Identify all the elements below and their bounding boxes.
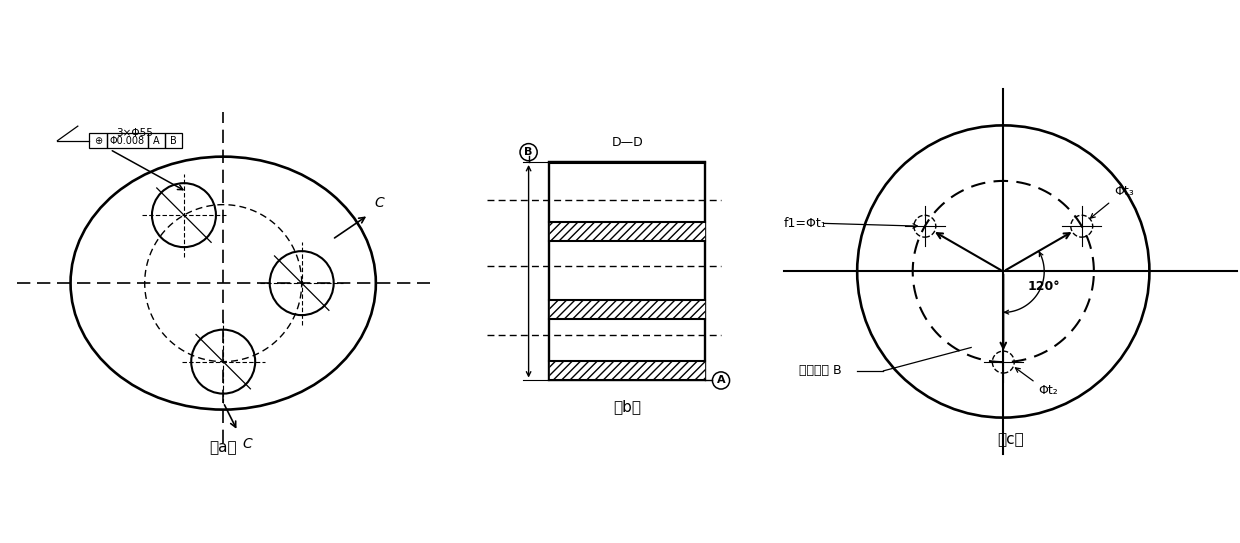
Text: （a）: （a） — [210, 440, 237, 454]
Text: 3×Φ55: 3×Φ55 — [117, 128, 153, 138]
Text: C: C — [242, 437, 252, 451]
Bar — [549, 162, 706, 163]
Text: f1=Φt₁: f1=Φt₁ — [784, 217, 827, 230]
Text: 基准轴线 B: 基准轴线 B — [799, 364, 842, 377]
Bar — [549, 361, 706, 381]
Text: C: C — [374, 197, 384, 211]
Bar — [549, 300, 706, 319]
Text: A: A — [717, 375, 725, 386]
Text: Φ0.008: Φ0.008 — [109, 136, 145, 146]
Text: （b）: （b） — [614, 399, 641, 414]
Text: Φt₃: Φt₃ — [1114, 186, 1133, 198]
Text: A: A — [153, 136, 160, 146]
Bar — [549, 222, 706, 242]
Text: B: B — [170, 136, 177, 146]
Bar — [549, 162, 706, 381]
Text: Φt₂: Φt₂ — [1038, 384, 1058, 397]
Text: 120°: 120° — [1028, 280, 1060, 293]
Text: ⊕: ⊕ — [94, 136, 102, 146]
Text: B: B — [525, 147, 533, 157]
Text: D—D: D—D — [611, 136, 644, 149]
Text: （c）: （c） — [997, 432, 1024, 447]
